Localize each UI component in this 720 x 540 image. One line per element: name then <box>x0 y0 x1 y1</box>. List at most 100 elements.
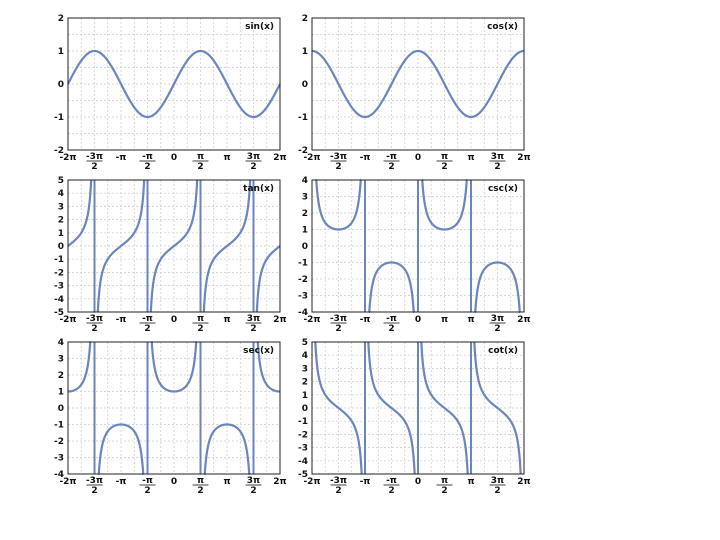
x-tick-denominator: 2 <box>335 324 341 334</box>
x-tick-numerator: -3π <box>86 152 103 162</box>
x-tick-numerator: -π <box>386 314 397 324</box>
x-tick-text: π <box>467 477 474 487</box>
x-tick-denominator: 2 <box>250 162 256 172</box>
x-tick-label: -2π <box>303 477 320 487</box>
x-tick-text: 0 <box>171 477 177 487</box>
y-tick-label: 1 <box>302 391 308 401</box>
y-tick-label: 3 <box>58 355 64 365</box>
x-tick-text: π <box>467 315 474 325</box>
y-tick-label: 2 <box>58 14 64 24</box>
x-tick-label: 3π2 <box>489 152 506 172</box>
x-tick-label: π2 <box>436 152 453 172</box>
plot-frame <box>67 179 281 313</box>
x-tick-label: 3π2 <box>489 314 506 334</box>
x-tick-denominator: 2 <box>494 162 500 172</box>
plot-frame <box>311 179 525 313</box>
series-line-cos <box>311 49 525 119</box>
y-tick-label: -1 <box>298 113 308 123</box>
y-tick-label: -2 <box>54 268 64 278</box>
x-tick-text: -2π <box>303 153 320 163</box>
x-tick-text: -2π <box>303 315 320 325</box>
y-tick-label: 0 <box>58 242 64 252</box>
series-line-tan <box>67 179 281 313</box>
x-tick-text: π <box>467 153 474 163</box>
x-tick-label: 2π <box>273 153 286 163</box>
x-tick-denominator: 2 <box>388 486 394 496</box>
x-tick-numerator: 3π <box>247 152 260 162</box>
y-tick-label: -1 <box>298 259 308 269</box>
x-tick-denominator: 2 <box>335 486 341 496</box>
x-tick-label: -π <box>360 153 371 163</box>
y-tick-label: -3 <box>298 292 308 302</box>
x-tick-denominator: 2 <box>494 324 500 334</box>
x-tick-text: -2π <box>59 153 76 163</box>
y-tick-label: 4 <box>302 176 308 186</box>
x-tick-label: 0 <box>171 315 177 325</box>
x-tick-label: π <box>223 315 230 325</box>
x-tick-text: π <box>223 477 230 487</box>
y-tick-label: 3 <box>302 364 308 374</box>
x-tick-label: 0 <box>415 477 421 487</box>
plot-frame <box>311 17 525 151</box>
x-tick-numerator: -π <box>142 314 153 324</box>
y-tick-label: -2 <box>298 146 308 156</box>
x-tick-label: -π2 <box>139 476 156 496</box>
x-tick-numerator: -3π <box>330 314 347 324</box>
x-tick-numerator: 3π <box>491 314 504 324</box>
x-tick-text: -π <box>360 315 371 325</box>
x-tick-numerator: π <box>197 152 204 162</box>
x-tick-text: π <box>223 315 230 325</box>
x-tick-label: -π2 <box>139 314 156 334</box>
y-tick-label: 1 <box>302 47 308 57</box>
x-tick-label: 3π2 <box>245 314 262 334</box>
x-tick-denominator: 2 <box>91 486 97 496</box>
x-tick-numerator: -3π <box>330 476 347 486</box>
y-tick-label: 0 <box>302 80 308 90</box>
x-tick-denominator: 2 <box>388 324 394 334</box>
x-tick-label: -3π2 <box>330 152 347 172</box>
y-tick-label: 5 <box>58 176 64 186</box>
x-tick-label: -π2 <box>383 314 400 334</box>
x-tick-text: 0 <box>171 153 177 163</box>
chart-title: cos(x) <box>487 22 518 32</box>
x-tick-numerator: -π <box>142 152 153 162</box>
x-tick-text: 2π <box>517 477 530 487</box>
x-tick-denominator: 2 <box>144 486 150 496</box>
x-tick-label: -3π2 <box>86 476 103 496</box>
x-tick-numerator: π <box>441 152 448 162</box>
y-tick-label: -3 <box>54 282 64 292</box>
x-tick-label: 3π2 <box>245 476 262 496</box>
x-tick-label: -3π2 <box>86 152 103 172</box>
chart-title: tan(x) <box>243 184 274 194</box>
x-tick-label: -2π <box>59 477 76 487</box>
x-tick-text: 2π <box>273 315 286 325</box>
x-tick-label: π <box>223 153 230 163</box>
x-tick-denominator: 2 <box>197 324 203 334</box>
y-tick-label: 1 <box>58 229 64 239</box>
plot-frame <box>311 341 525 475</box>
y-tick-label: 4 <box>58 338 64 348</box>
y-tick-label: 5 <box>302 338 308 348</box>
y-tick-label: -4 <box>54 295 64 305</box>
x-tick-text: 2π <box>517 315 530 325</box>
x-tick-label: -3π2 <box>330 314 347 334</box>
x-tick-numerator: -π <box>386 476 397 486</box>
y-tick-label: -2 <box>54 437 64 447</box>
x-tick-text: 0 <box>415 315 421 325</box>
x-tick-label: π <box>441 315 448 325</box>
x-tick-text: -2π <box>59 315 76 325</box>
x-tick-label: -π <box>360 315 371 325</box>
series-line-sec <box>67 340 281 476</box>
x-tick-label: -2π <box>59 315 76 325</box>
x-tick-denominator: 2 <box>494 486 500 496</box>
x-tick-text: -π <box>360 153 371 163</box>
x-tick-denominator: 2 <box>441 486 447 496</box>
x-tick-label: 0 <box>171 477 177 487</box>
y-tick-label: 4 <box>302 351 308 361</box>
x-tick-label: π <box>467 477 474 487</box>
x-tick-label: -π2 <box>383 476 400 496</box>
x-tick-numerator: -3π <box>86 314 103 324</box>
x-tick-denominator: 2 <box>250 486 256 496</box>
